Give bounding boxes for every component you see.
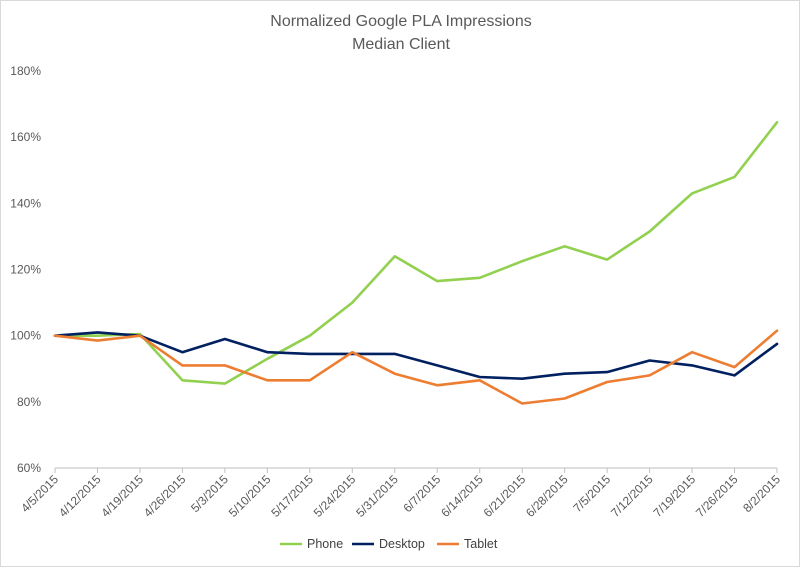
x-tick-label: 6/28/2015 [523, 472, 571, 520]
y-axis-ticks: 60% 80% 100% 120% 140% 160% 180% [10, 64, 41, 475]
x-tick-label: 6/7/2015 [400, 472, 443, 515]
legend-label-tablet: Tablet [464, 537, 498, 551]
x-tick-label: 7/19/2015 [651, 472, 699, 520]
y-tick-label: 120% [10, 263, 41, 277]
y-tick-label: 80% [17, 395, 41, 409]
x-tick-label: 4/19/2015 [98, 472, 146, 520]
series-line-phone [53, 121, 779, 385]
x-tick-label: 5/3/2015 [188, 472, 231, 515]
x-tick-label: 6/14/2015 [438, 472, 486, 520]
x-tick-label: 4/5/2015 [18, 472, 61, 515]
y-tick-label: 140% [10, 196, 41, 210]
chart-subtitle: Median Client [352, 36, 450, 53]
x-tick-label: 7/12/2015 [608, 472, 656, 520]
legend: Phone Desktop Tablet [280, 537, 498, 551]
y-tick-label: 60% [17, 461, 41, 475]
x-tick-label: 5/17/2015 [268, 472, 316, 520]
y-tick-label: 160% [10, 130, 41, 144]
x-tick-label: 8/2/2015 [740, 472, 783, 515]
series-lines [53, 121, 779, 405]
series-line-tablet [53, 329, 779, 405]
x-tick-label: 4/26/2015 [141, 472, 189, 520]
x-tick-label: 5/24/2015 [311, 472, 359, 520]
x-tick-label: 4/12/2015 [56, 472, 104, 520]
legend-label-phone: Phone [307, 537, 343, 551]
y-tick-label: 180% [10, 64, 41, 78]
x-tick-label: 6/21/2015 [481, 472, 529, 520]
x-tick-label: 7/26/2015 [693, 472, 741, 520]
legend-label-desktop: Desktop [379, 537, 425, 551]
x-tick-label: 7/5/2015 [570, 472, 613, 515]
series-line-desktop [53, 331, 779, 381]
chart-title: Normalized Google PLA Impressions [270, 13, 531, 30]
y-tick-label: 100% [10, 329, 41, 343]
x-tick-label: 5/31/2015 [353, 472, 401, 520]
x-tick-label: 5/10/2015 [226, 472, 274, 520]
